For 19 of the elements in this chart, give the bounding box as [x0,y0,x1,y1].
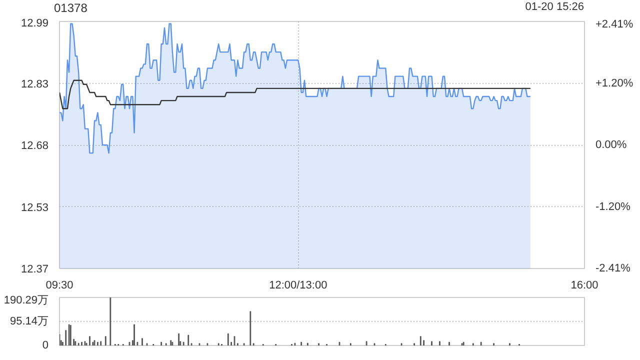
y2-tick-label: -2.41% [596,262,631,274]
x-tick-label: 12:00/13:00 [269,280,328,292]
text: 01-20 15:26 [525,0,584,15]
x-tick-label: 16:00 [570,280,598,292]
line-series [60,80,532,110]
y2-tick-label: +2.41% [596,18,634,30]
y-tick-label: 12.53 [20,202,49,214]
y2-tick-label: +1.20% [596,77,634,90]
y-tick-label: 190.29万 [4,294,49,306]
y-tick-label: 12.37 [20,264,49,276]
y-tick-label: 0 [42,340,49,352]
y2-tick-label: 0.00% [596,139,627,151]
y-tick-label: 12.83 [20,78,49,90]
y2-tick-label: -1.20% [596,200,631,213]
chart-title: 01378 [54,0,88,17]
y-tick-label: 95.14万 [10,316,49,328]
y-tick-label: 12.68 [20,140,49,152]
y-tick-label: 12.99 [20,18,49,30]
x-tick-label: 09:30 [46,280,74,292]
